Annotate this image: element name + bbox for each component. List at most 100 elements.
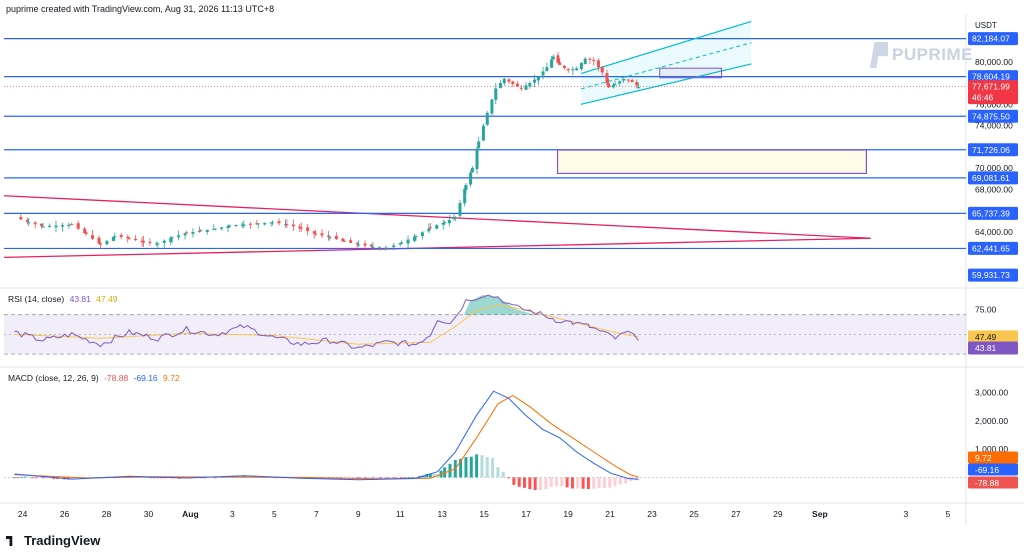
brand-watermark-text: PUPRIME [892, 45, 973, 64]
channel-lower-line [580, 63, 752, 105]
candle-body [611, 84, 615, 88]
macd-histogram-bar [428, 473, 432, 478]
candle [27, 217, 31, 227]
macd-histogram-bar [602, 477, 606, 488]
tradingview-logo-text: TradingView [24, 533, 101, 548]
macd-line-badge: -69.16 [968, 463, 1018, 476]
level-badge-label: 71,726.06 [972, 145, 1010, 155]
macd-histogram-bar [385, 477, 389, 479]
macd-histogram-bar [570, 477, 574, 489]
candle-body [596, 60, 600, 68]
macd-histogram-bar [533, 477, 537, 491]
candle-body [600, 67, 604, 73]
time-axis-tick: 27 [731, 509, 741, 519]
candle-body [443, 222, 447, 224]
macd-signal-value: 9.72 [163, 373, 180, 383]
candle-body [588, 58, 592, 60]
rsi-line [14, 294, 639, 349]
channel-upper-line [580, 20, 752, 75]
candle [349, 237, 353, 244]
candle-body [490, 99, 494, 114]
candle [635, 79, 639, 89]
candle-body [406, 239, 410, 244]
candle-body [183, 233, 187, 236]
candle-body [463, 188, 467, 204]
level-badge-bg [968, 206, 1018, 220]
rsi-badge-bg [968, 341, 1018, 355]
candle-body [84, 232, 88, 234]
candle [477, 136, 481, 151]
candle-body [148, 241, 152, 243]
rsi-axis-tick: 75.00 [975, 305, 997, 315]
candle [256, 222, 260, 229]
candle-body [435, 225, 439, 229]
time-axis-tick: 13 [437, 509, 447, 519]
macd-histogram-bar [624, 477, 628, 484]
candle-body [156, 243, 160, 245]
rsi-ma-badge: 47.49 [968, 330, 1018, 344]
macd-histogram-bar [37, 477, 41, 479]
candle-body [285, 224, 289, 226]
grid-layer [0, 14, 1024, 525]
macd-histogram-bar [517, 477, 521, 487]
candle [605, 69, 609, 86]
macd-signal-badge-label: 9.72 [975, 453, 992, 463]
candle [545, 62, 549, 72]
candle [299, 222, 303, 232]
candle [507, 78, 511, 85]
time-axis-tick: 26 [60, 509, 70, 519]
candle [60, 222, 64, 232]
candle-body [575, 68, 579, 71]
candle-body [363, 243, 367, 246]
candle [443, 220, 447, 226]
candle-body [271, 222, 275, 224]
candle-body [76, 223, 80, 229]
candle [400, 240, 404, 244]
tradingview-logo-icon [6, 536, 13, 546]
candle-body [502, 78, 506, 84]
candle [363, 240, 367, 248]
candle [550, 56, 554, 68]
candle [533, 74, 537, 88]
macd-histogram-bar [403, 477, 407, 479]
candle [67, 222, 71, 229]
candle-body [414, 236, 418, 238]
candle [148, 238, 152, 246]
candle [141, 235, 145, 248]
macd-histogram-bar [539, 477, 542, 490]
candle-body [91, 235, 95, 239]
price-axis-tick: 64,000.00 [975, 227, 1013, 237]
candle [592, 57, 596, 66]
candle [453, 216, 457, 222]
price-axis-tick: 74,000.00 [975, 121, 1013, 131]
candle [571, 66, 575, 76]
macd-histogram-bar [16, 477, 20, 479]
rsi-badge: 43.81 [968, 341, 1018, 355]
time-axis-tick: 24 [18, 509, 28, 519]
candle [524, 82, 528, 91]
candle-body [533, 79, 537, 83]
candle [519, 85, 523, 91]
rsi-value: 43.81 [69, 294, 91, 304]
candle-body [342, 240, 346, 242]
candle [33, 221, 37, 229]
rsi-ma-badge-label: 47.49 [975, 332, 997, 342]
macd-histogram-bar [375, 477, 379, 479]
candle-body [320, 233, 324, 236]
candle [588, 57, 592, 65]
candle [551, 54, 555, 61]
candle-body [248, 223, 252, 225]
candle-body [40, 223, 44, 227]
candle [392, 242, 396, 251]
candle-body [312, 231, 316, 234]
axis-layer: USDT 80,000.00 76,000.00 74,000.00 70,000.00… [18, 21, 1018, 519]
price-axis-tick: 70,000.00 [975, 163, 1013, 173]
time-axis-tick: Aug [182, 509, 199, 519]
level-badge: 69,081.61 [968, 171, 1018, 185]
candle-body [228, 225, 232, 227]
candle [277, 218, 281, 226]
level-badge-label: 59,931.73 [972, 270, 1010, 280]
candle-body [447, 219, 451, 224]
macd-histogram-bar [349, 477, 353, 479]
